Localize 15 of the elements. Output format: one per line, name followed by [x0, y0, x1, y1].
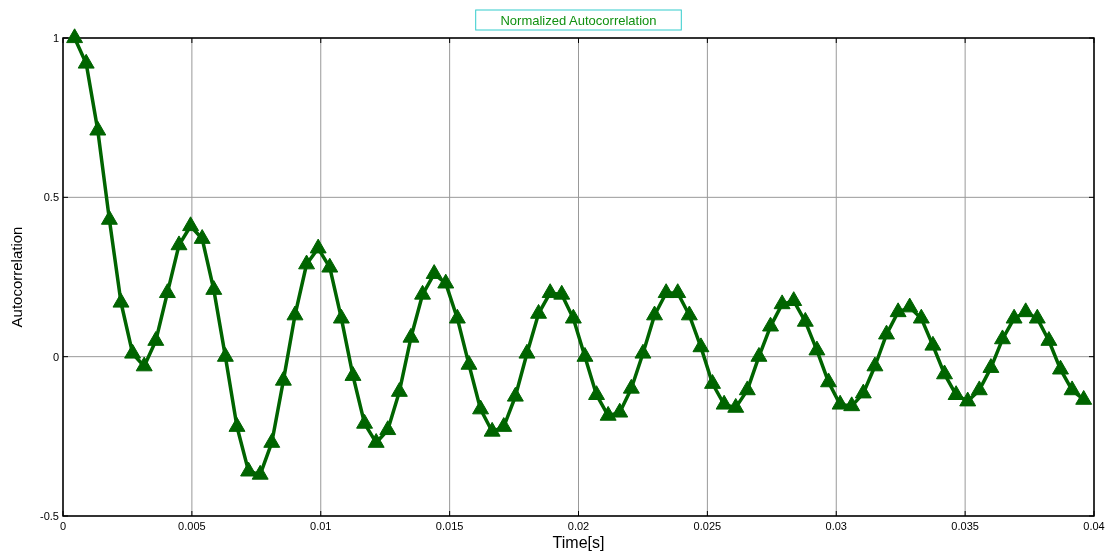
y-tick-label: 0.5: [43, 191, 59, 204]
x-tick-label: 0.025: [693, 520, 722, 532]
x-tick-label: 0.015: [435, 520, 464, 532]
x-tick-label: 0.035: [951, 520, 979, 532]
y-tick-label: 0: [52, 350, 59, 363]
x-axis-title: Time[s]: [552, 534, 605, 551]
x-tick-label: 0.02: [567, 520, 590, 532]
y-axis-title: Autocorrelation: [8, 226, 25, 328]
x-tick-label: 0.03: [825, 520, 847, 532]
x-tick-label: 0.04: [1083, 520, 1105, 532]
chart-title: Normalized Autocorrelation: [500, 13, 657, 28]
y-tick-label: -0.5: [40, 510, 59, 522]
x-tick-label: 0.01: [310, 520, 332, 532]
x-tick-label: 0.005: [178, 520, 206, 532]
y-tick-label: 1: [52, 32, 59, 44]
